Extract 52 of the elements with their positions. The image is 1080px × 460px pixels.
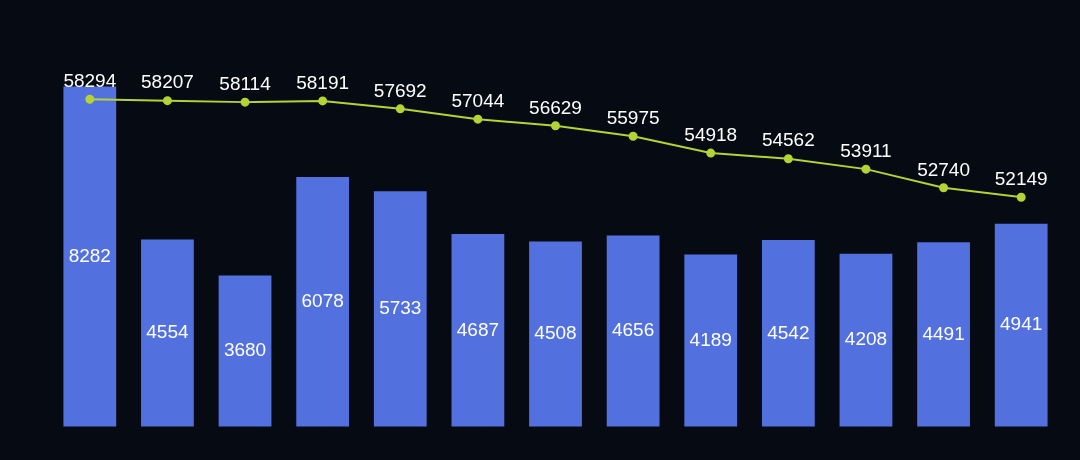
bar: [373, 191, 427, 427]
bar: [839, 253, 893, 427]
point: [861, 164, 871, 174]
data-label: 4491: [922, 322, 965, 344]
data-label: 3680: [223, 339, 267, 361]
point: [783, 154, 793, 164]
point: [551, 121, 560, 131]
point: [473, 114, 483, 124]
bar: [141, 239, 194, 427]
bar: [684, 254, 738, 427]
data-label: 4687: [456, 318, 500, 340]
data-label: 56629: [529, 96, 582, 118]
data-label: 54918: [684, 123, 738, 145]
data-label: 4941: [1000, 313, 1043, 335]
point: [628, 131, 638, 141]
bar: [529, 241, 582, 427]
data-label: 4542: [767, 321, 810, 343]
bar: [451, 234, 505, 427]
point: [240, 97, 250, 107]
point: [939, 183, 949, 193]
data-label: 6078: [301, 290, 344, 312]
data-label: 57044: [451, 89, 505, 111]
bar: [63, 86, 117, 427]
data-label: 4508: [534, 322, 577, 344]
bar: [994, 223, 1048, 427]
data-label: 52149: [994, 167, 1048, 189]
bar: [218, 275, 272, 427]
bar: [296, 177, 350, 427]
data-label: 57692: [373, 79, 427, 101]
data-label: 54562: [761, 129, 815, 151]
point: [162, 96, 172, 106]
data-label: 58207: [141, 71, 194, 93]
data-label: 5733: [379, 297, 422, 319]
data-label: 52740: [917, 158, 970, 180]
data-label: 58114: [219, 72, 272, 94]
data-label: 55975: [606, 106, 660, 128]
data-label: 53911: [840, 139, 892, 161]
point: [85, 94, 95, 104]
data-label: 4656: [611, 319, 655, 341]
data-label: 4189: [689, 328, 732, 350]
data-label: 58294: [63, 69, 117, 91]
data-label: 58191: [296, 71, 350, 93]
data-label: 4208: [844, 328, 888, 350]
bar: [606, 235, 660, 427]
point: [706, 148, 716, 158]
bar: [761, 240, 815, 427]
point: [1016, 192, 1026, 202]
point: [395, 104, 405, 114]
bar: [917, 242, 970, 427]
data-label: 4554: [146, 321, 189, 343]
point: [318, 96, 328, 106]
data-label: 8282: [68, 244, 111, 266]
